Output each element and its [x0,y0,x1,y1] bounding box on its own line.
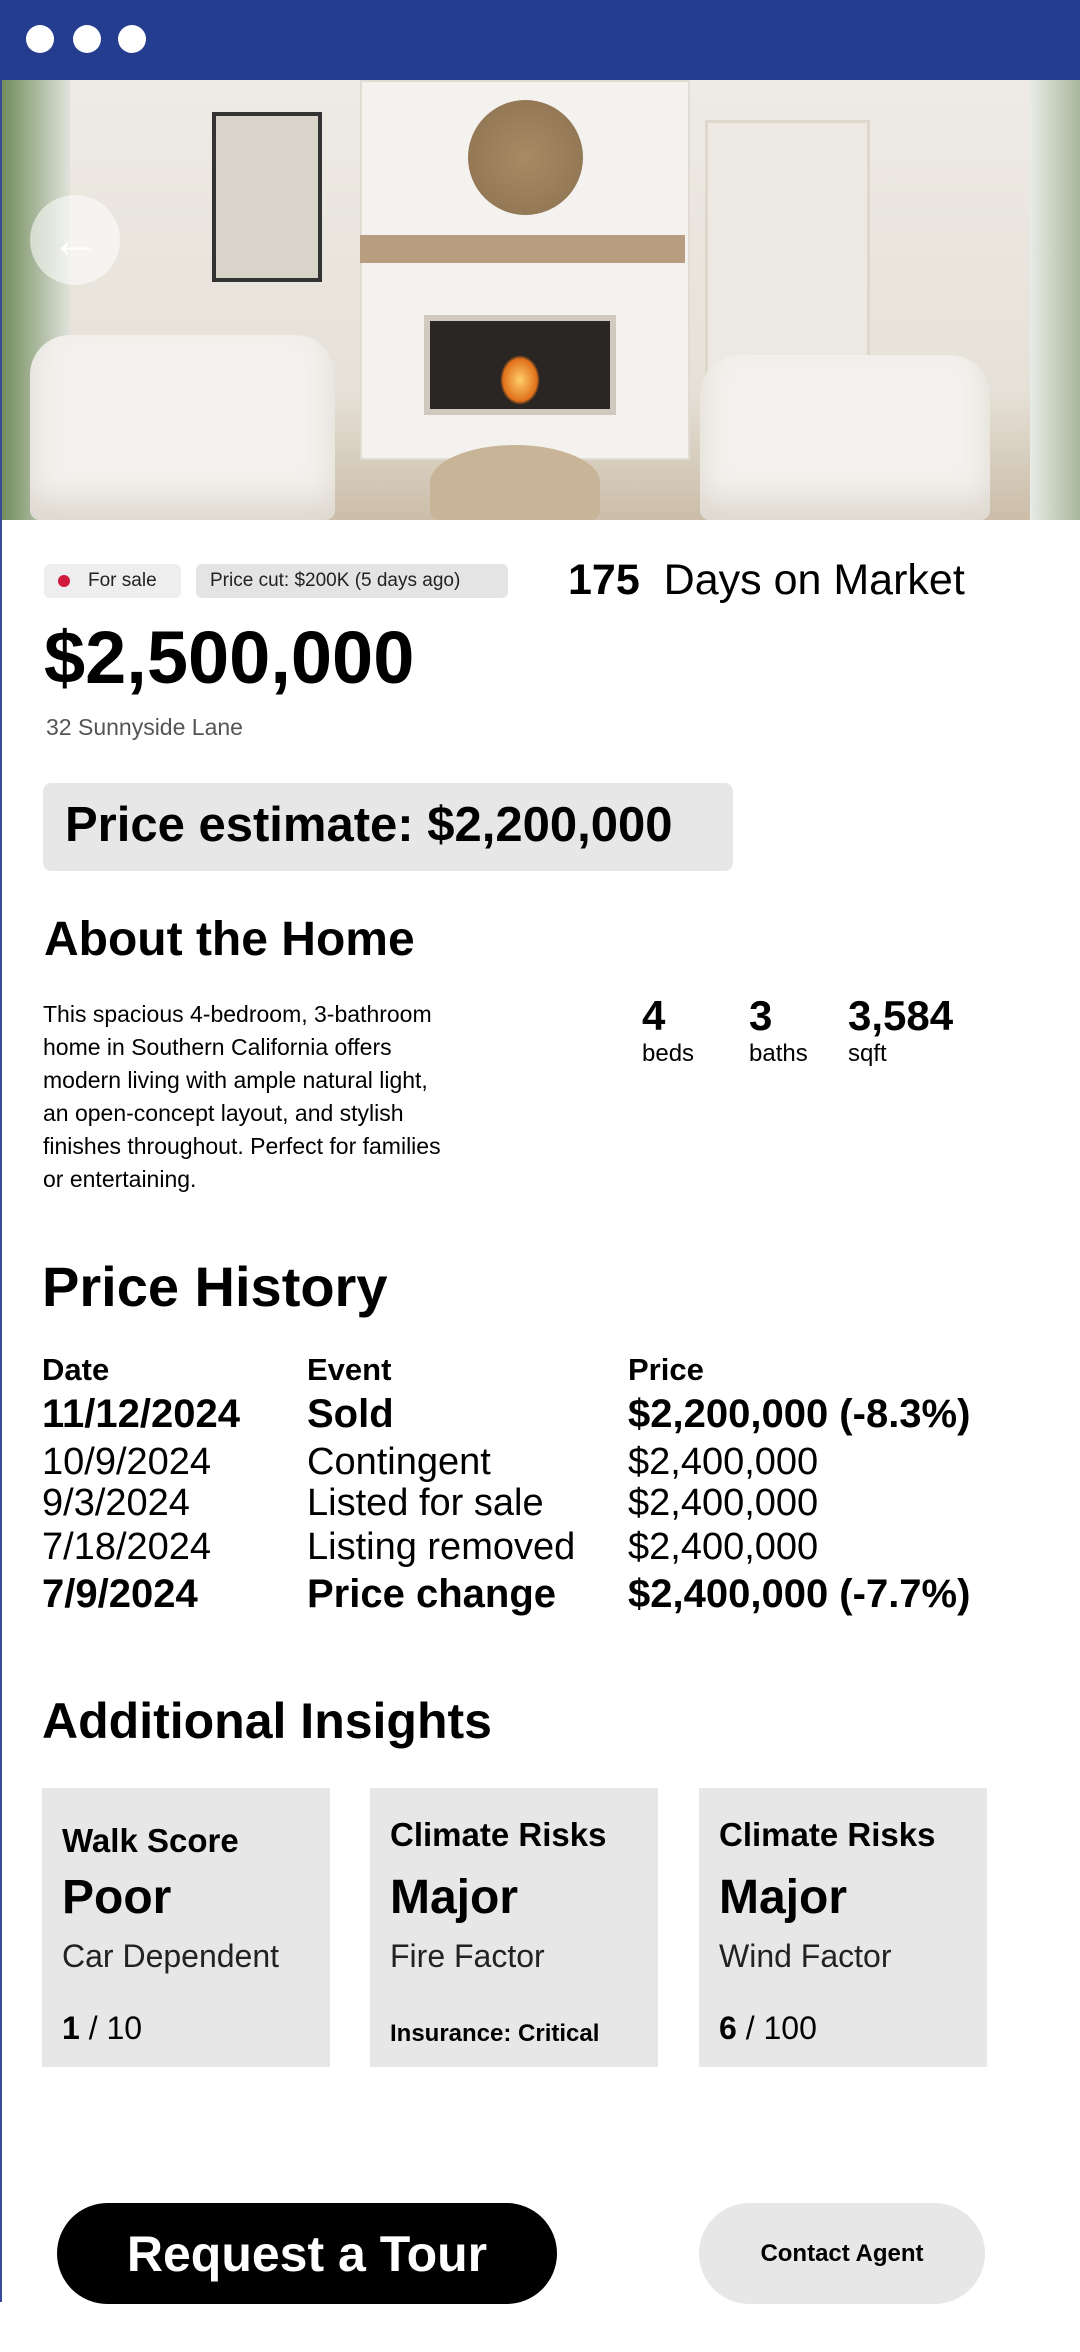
stat-value: 3,584 [848,992,954,1039]
window-close-button[interactable] [26,25,54,53]
card-footer: 1 / 10 [62,2010,142,2047]
about-heading: About the Home [44,913,415,966]
card-value: Major [719,1871,848,1924]
description-line: finishes throughout. Perfect for familie… [43,1133,441,1159]
contact-agent-button[interactable]: Contact Agent [699,2203,985,2304]
card-subtitle: Fire Factor [390,1938,545,1974]
row-price: $2,400,000 [628,1526,819,1568]
status-dot-icon [58,575,70,587]
stat-label: beds [642,1040,695,1067]
description-line: This spacious 4-bedroom, 3-bathroom [43,1001,432,1027]
price-cut-badge: Price cut: $200K (5 days ago) [196,564,508,598]
card-value: Major [390,1871,519,1924]
column-header-event: Event [307,1352,392,1387]
days-label: Days on Market [663,556,965,604]
row-event: Contingent [307,1441,491,1483]
row-event: Price change [307,1572,557,1616]
card-footer: 6 / 100 [719,2010,817,2047]
status-badge: For sale [44,564,181,598]
row-price: $2,400,000 [628,1482,819,1524]
request-tour-button[interactable]: Request a Tour [57,2203,557,2304]
description-line: or entertaining. [43,1166,197,1192]
listing-photo: ← [0,80,1080,520]
row-date: 10/9/2024 [42,1441,212,1483]
row-date: 11/12/2024 [42,1392,240,1436]
insight-card-fire-risk: Climate Risks Major Fire Factor Insuranc… [370,1788,658,2067]
price-cut-text: Price cut: $200K (5 days ago) [210,570,461,591]
insights-heading: Additional Insights [42,1693,492,1749]
page-border [0,80,2,2302]
description-line: modern living with ample natural light, [43,1067,428,1093]
stat-label: sqft [848,1040,887,1067]
row-event: Listed for sale [307,1482,544,1524]
card-footer: Insurance: Critical [390,2020,599,2048]
days-count: 175 [568,556,640,604]
stat-beds: 4 beds [642,992,694,1068]
card-title: Climate Risks [390,1816,607,1853]
price-estimate-box: Price estimate: $2,200,000 [43,783,733,871]
listing-address: 32 Sunnyside Lane [46,714,243,740]
days-on-market: 175 Days on Market [568,556,965,605]
about-description: This spacious 4-bedroom, 3-bathroom home… [43,998,583,1196]
score-max: / 10 [79,2010,143,2046]
row-date: 7/18/2024 [42,1526,212,1568]
card-subtitle: Car Dependent [62,1938,280,1974]
row-event: Listing removed [307,1526,576,1568]
card-title: Walk Score [62,1822,239,1859]
insight-card-walk-score: Walk Score Poor Car Dependent 1 / 10 [42,1788,330,2067]
window-title-bar [0,0,1080,80]
status-text: For sale [88,570,157,591]
stat-value: 3 [749,992,773,1039]
description-line: an open-concept layout, and stylish [43,1100,404,1126]
stat-value: 4 [642,992,666,1039]
row-price: $2,400,000 (-7.7%) [628,1572,971,1616]
insurance-status: Insurance: Critical [390,2020,600,2047]
score-value: 1 [62,2010,80,2046]
card-subtitle: Wind Factor [719,1938,892,1974]
window-minimize-button[interactable] [73,25,101,53]
row-price: $2,400,000 [628,1441,819,1483]
column-header-date: Date [42,1352,110,1387]
column-header-price: Price [628,1352,704,1387]
window-maximize-button[interactable] [118,25,146,53]
description-line: home in Southern California offers [43,1034,392,1060]
listing-price: $2,500,000 [44,616,415,699]
stat-sqft: 3,584 sqft [848,992,953,1068]
row-date: 9/3/2024 [42,1482,190,1524]
price-history-heading: Price History [42,1255,388,1318]
card-value: Poor [62,1871,172,1924]
row-price: $2,200,000 (-8.3%) [628,1392,971,1436]
score-value: 6 [719,2010,737,2046]
stat-label: baths [749,1040,808,1067]
row-event: Sold [307,1392,394,1436]
insight-card-wind-risk: Climate Risks Major Wind Factor 6 / 100 [699,1788,987,2067]
score-max: / 100 [736,2010,817,2046]
card-title: Climate Risks [719,1816,936,1853]
stat-baths: 3 baths [749,992,808,1068]
row-date: 7/9/2024 [42,1572,198,1616]
back-arrow-icon[interactable]: ← [30,195,120,285]
